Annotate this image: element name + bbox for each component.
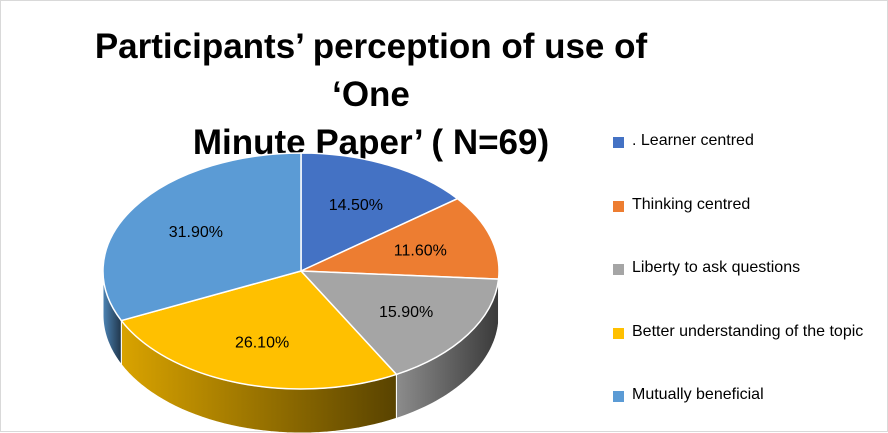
legend-label: Liberty to ask questions [632, 256, 882, 280]
legend-swatch [613, 328, 624, 339]
legend-label: Mutually beneficial [632, 383, 882, 407]
legend-swatch [613, 137, 624, 148]
legend-label: Better understanding of the topic [632, 320, 882, 344]
legend-swatch [613, 264, 624, 275]
legend-label: . Learner centred [632, 129, 882, 153]
legend-label: Thinking centred [632, 193, 882, 217]
data-label-1: 14.50% [329, 197, 383, 214]
data-label-4: 26.10% [235, 335, 289, 352]
legend-swatch [613, 201, 624, 212]
legend-swatch [613, 391, 624, 402]
data-label-5: 31.90% [169, 224, 223, 241]
data-label-3: 15.90% [379, 304, 433, 321]
data-label-2: 11.60% [394, 242, 447, 259]
pie-slices [103, 153, 499, 389]
